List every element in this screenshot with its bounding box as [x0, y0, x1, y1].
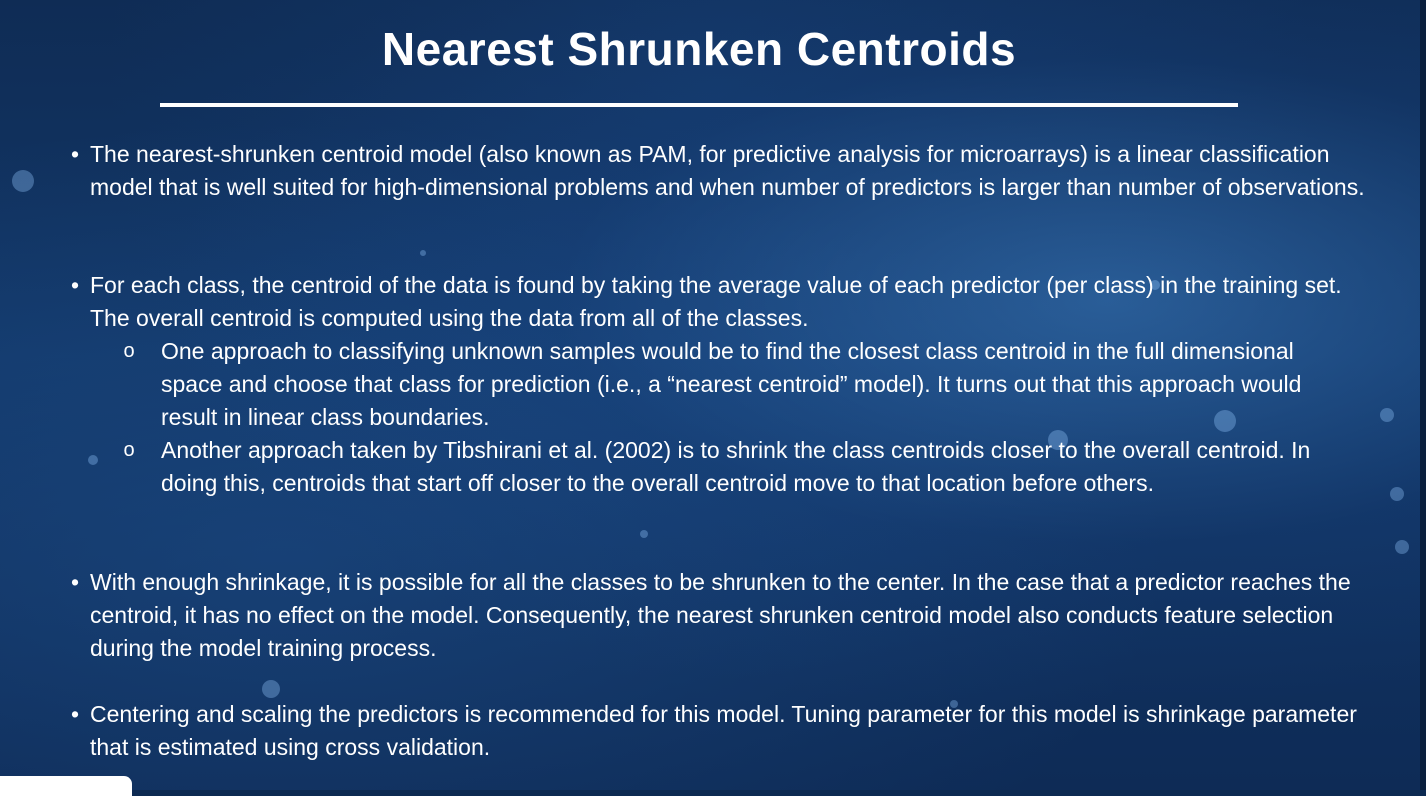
bullet-marker: • — [70, 569, 80, 595]
bokeh-dot — [640, 530, 648, 538]
bokeh-dot — [1214, 410, 1236, 432]
slide-title: Nearest Shrunken Centroids — [381, 23, 1017, 75]
sub-bullet-item: o One approach to classifying unknown sa… — [123, 335, 1351, 434]
sub-bullet-text: Another approach taken by Tibshirani et … — [161, 437, 1311, 496]
bokeh-dot — [262, 680, 280, 698]
bullet-text: For each class, the centroid of the data… — [90, 272, 1342, 331]
bokeh-dot — [420, 250, 426, 256]
bullet-text: With enough shrinkage, it is possible fo… — [90, 569, 1351, 661]
sub-bullet-marker: o — [123, 439, 135, 461]
bokeh-dot — [1390, 487, 1404, 501]
bokeh-dot — [1395, 540, 1409, 554]
bullet-item: • Centering and scaling the predictors i… — [71, 698, 1365, 764]
bokeh-dot — [12, 170, 34, 192]
bullet-text: The nearest-shrunken centroid model (als… — [90, 141, 1365, 200]
corner-tab — [0, 776, 132, 796]
bokeh-dot — [950, 700, 958, 708]
bullet-marker: • — [70, 141, 80, 167]
sub-bullet-item: o Another approach taken by Tibshirani e… — [123, 434, 1351, 500]
bullet-text: Centering and scaling the predictors is … — [90, 701, 1357, 760]
bokeh-dot — [1150, 280, 1160, 290]
sub-bullet-text: One approach to classifying unknown samp… — [161, 338, 1302, 430]
bullet-item: • With enough shrinkage, it is possible … — [71, 566, 1365, 665]
sub-bullet-marker: o — [123, 340, 135, 362]
bullet-marker: • — [70, 272, 80, 298]
bokeh-dot — [1380, 408, 1394, 422]
bullet-marker: • — [70, 701, 80, 727]
bokeh-dot — [1048, 430, 1068, 450]
bullet-item: • The nearest-shrunken centroid model (a… — [71, 138, 1365, 204]
bokeh-dot — [88, 455, 98, 465]
title-underline — [160, 103, 1238, 107]
window-edge — [1420, 0, 1426, 790]
bullet-item: • For each class, the centroid of the da… — [71, 269, 1365, 335]
